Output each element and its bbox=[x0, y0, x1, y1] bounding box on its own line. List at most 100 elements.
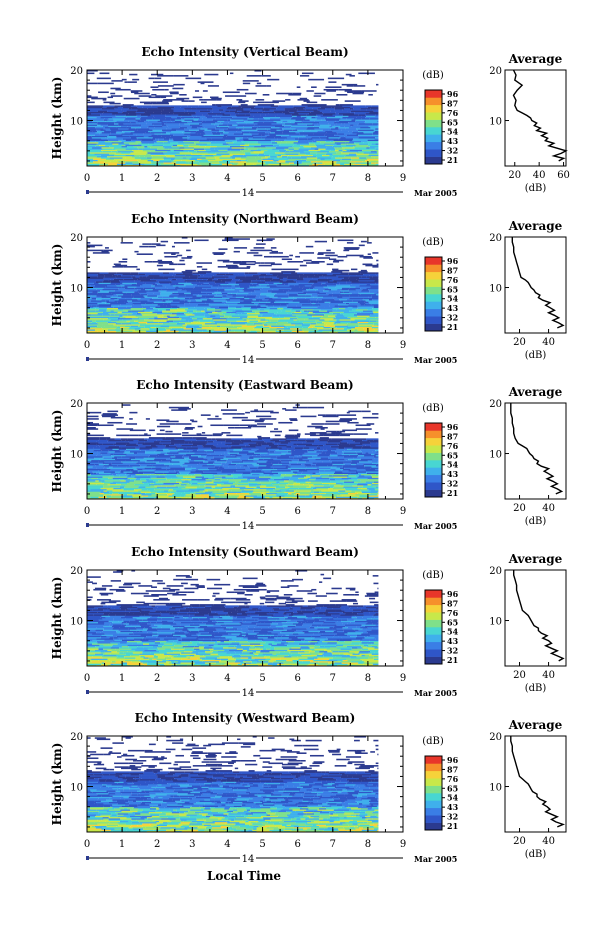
heatmap-cell bbox=[297, 140, 309, 143]
heatmap-cell bbox=[251, 473, 260, 476]
heatmap-cell bbox=[376, 440, 379, 443]
heatmap-cell bbox=[165, 437, 183, 439]
heatmap-cell bbox=[352, 130, 359, 133]
heatmap-cell bbox=[169, 464, 181, 467]
heatmap-cell bbox=[170, 135, 188, 138]
heatmap-cell bbox=[351, 496, 358, 499]
heatmap-cell bbox=[349, 75, 355, 77]
heatmap-cell bbox=[113, 453, 127, 456]
heatmap-cell bbox=[336, 285, 350, 287]
heatmap-cell bbox=[356, 312, 374, 315]
heatmap-cell bbox=[176, 481, 182, 483]
heatmap-cell bbox=[271, 268, 283, 271]
heatmap-cell bbox=[87, 149, 102, 152]
heatmap-cell bbox=[202, 490, 208, 492]
heatmap-cell bbox=[265, 319, 270, 321]
heatmap-cell bbox=[276, 493, 288, 496]
heatmap-cell bbox=[245, 322, 254, 325]
heatmap-cell bbox=[313, 110, 320, 112]
heatmap-cell bbox=[122, 307, 131, 310]
heatmap-cell bbox=[178, 317, 182, 320]
heatmap-cell bbox=[327, 449, 332, 452]
heatmap-cell bbox=[266, 306, 280, 309]
heatmap-cell bbox=[286, 291, 304, 293]
heatmap-cell bbox=[293, 144, 297, 147]
heatmap-cell bbox=[326, 152, 337, 154]
heatmap-cell bbox=[174, 154, 186, 157]
heatmap-cell bbox=[373, 322, 379, 325]
heatmap-cell bbox=[125, 485, 140, 487]
heatmap-cell bbox=[214, 281, 226, 283]
heatmap-cell bbox=[117, 326, 121, 329]
heatmap-cell bbox=[287, 120, 302, 123]
heatmap-cell bbox=[133, 145, 138, 148]
heatmap-cell bbox=[108, 163, 118, 166]
heatmap-cell bbox=[314, 486, 331, 488]
heatmap-cell bbox=[317, 281, 328, 283]
heatmap-cell bbox=[301, 306, 318, 309]
heatmap-cell bbox=[154, 485, 162, 487]
heatmap-cell bbox=[132, 163, 145, 166]
heatmap-cell bbox=[253, 475, 265, 477]
heatmap-cell bbox=[208, 282, 216, 285]
heatmap-cell bbox=[225, 456, 237, 458]
heatmap-cell bbox=[375, 148, 379, 150]
heatmap-cell bbox=[87, 279, 104, 282]
heatmap-cell bbox=[154, 285, 163, 287]
heatmap-cell bbox=[312, 277, 328, 279]
heatmap-cell bbox=[179, 316, 191, 319]
heatmap-cell bbox=[158, 268, 175, 271]
heatmap-cell bbox=[194, 473, 201, 476]
heatmap-cell bbox=[118, 261, 128, 263]
heatmap-cell bbox=[338, 138, 354, 140]
heatmap-cell bbox=[353, 118, 362, 120]
heatmap-cell bbox=[252, 274, 259, 277]
heatmap-cell bbox=[169, 139, 174, 142]
heatmap-cell bbox=[287, 326, 303, 329]
heatmap-cell bbox=[144, 261, 153, 263]
heatmap-cell bbox=[323, 160, 337, 163]
heatmap-cell bbox=[126, 123, 140, 125]
heatmap-cell bbox=[147, 481, 156, 483]
heatmap-cell bbox=[248, 482, 258, 485]
heatmap-cell bbox=[348, 115, 362, 118]
profile-y-tick-label: 20 bbox=[489, 66, 502, 77]
heatmap-cell bbox=[222, 413, 237, 415]
heatmap-cell bbox=[125, 316, 138, 319]
heatmap-cell bbox=[91, 136, 106, 139]
heatmap-cell bbox=[130, 131, 146, 134]
heatmap-cell bbox=[164, 447, 170, 449]
heatmap-cell bbox=[97, 292, 112, 295]
heatmap-cell bbox=[335, 148, 345, 150]
heatmap-cell bbox=[110, 416, 124, 419]
heatmap-cell bbox=[335, 126, 339, 129]
heatmap-cell bbox=[95, 320, 112, 322]
heatmap-cell bbox=[317, 273, 327, 276]
heatmap-cell bbox=[373, 129, 379, 131]
heatmap-cell bbox=[121, 439, 126, 442]
heatmap-cell bbox=[249, 297, 265, 300]
heatmap-cell bbox=[279, 150, 286, 153]
heatmap-cell bbox=[235, 277, 244, 279]
heatmap-cell bbox=[251, 306, 267, 309]
heatmap-cell bbox=[304, 463, 311, 466]
heatmap-cell bbox=[220, 325, 234, 327]
heatmap-cell bbox=[367, 139, 379, 142]
heatmap-cell bbox=[235, 481, 239, 483]
heatmap-cell bbox=[100, 154, 115, 157]
heatmap-cell bbox=[231, 118, 248, 120]
heatmap-cell bbox=[181, 115, 193, 118]
heatmap-cell bbox=[232, 120, 236, 123]
heatmap-cell bbox=[259, 125, 275, 128]
heatmap-cell bbox=[144, 440, 155, 443]
heatmap-cell bbox=[350, 305, 358, 307]
heatmap-cell bbox=[270, 247, 277, 249]
heatmap-cell bbox=[230, 321, 248, 324]
heatmap-cell bbox=[309, 119, 322, 121]
heatmap-cell bbox=[284, 283, 288, 286]
heatmap-cell bbox=[87, 463, 95, 466]
heatmap-cell bbox=[346, 411, 350, 414]
heatmap-cell bbox=[132, 466, 140, 468]
heatmap-cell bbox=[278, 288, 291, 291]
heatmap-cell bbox=[228, 307, 236, 310]
